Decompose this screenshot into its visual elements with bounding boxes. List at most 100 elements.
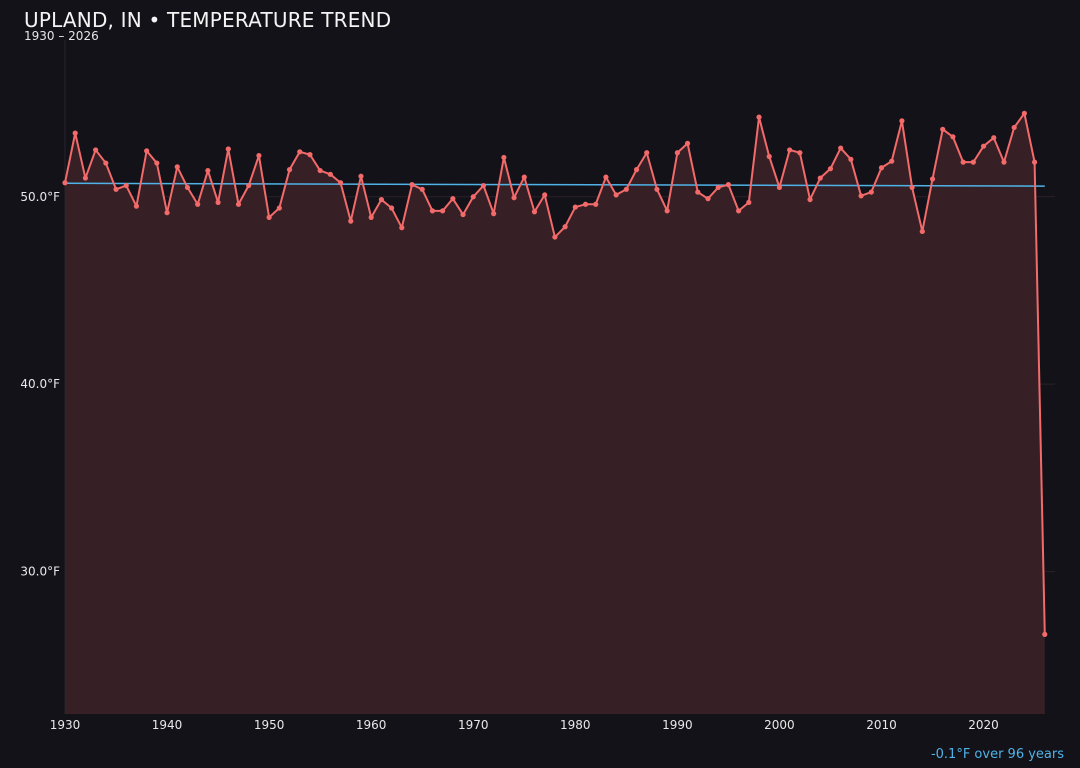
data-point <box>491 211 497 217</box>
data-point <box>358 173 364 179</box>
x-tick-label: 2010 <box>866 718 897 732</box>
data-point <box>531 209 538 215</box>
data-point <box>766 153 772 160</box>
data-point <box>940 126 946 132</box>
data-point <box>807 196 813 203</box>
data-point <box>174 164 180 170</box>
data-point <box>501 154 507 161</box>
data-point <box>776 184 783 191</box>
data-point <box>144 148 150 154</box>
x-tick-label: 1980 <box>560 718 591 732</box>
data-point <box>1021 110 1027 116</box>
data-point <box>684 140 691 146</box>
data-point <box>603 174 609 180</box>
data-point <box>440 208 446 214</box>
data-point <box>838 145 844 151</box>
data-point <box>572 204 578 210</box>
data-point <box>919 228 925 235</box>
data-point <box>858 193 864 199</box>
data-point <box>705 196 711 202</box>
data-point <box>327 171 333 177</box>
data-point <box>113 186 119 192</box>
data-point <box>756 114 762 120</box>
data-point <box>633 167 640 173</box>
x-tick-label: 1950 <box>254 718 285 732</box>
data-point <box>868 189 874 195</box>
data-point <box>409 182 415 188</box>
data-point <box>368 214 374 220</box>
trend-line <box>64 182 1045 187</box>
data-point <box>654 186 660 192</box>
data-point <box>388 205 395 211</box>
x-tick-label: 1930 <box>50 718 81 732</box>
data-point <box>980 143 987 149</box>
x-tick-label: 1970 <box>458 718 489 732</box>
data-point <box>82 175 89 181</box>
data-point <box>195 201 201 207</box>
data-point <box>970 159 976 165</box>
data-point <box>103 160 109 166</box>
data-point <box>511 195 517 201</box>
data-point <box>215 199 221 206</box>
data-point <box>644 150 650 156</box>
x-tick-label: 1960 <box>356 718 387 732</box>
x-tick-label: 1990 <box>662 718 693 732</box>
data-point <box>695 189 701 195</box>
data-point <box>725 182 732 188</box>
data-point <box>909 184 915 191</box>
data-point <box>93 147 99 153</box>
data-point <box>460 211 466 218</box>
data-point <box>797 150 803 156</box>
data-point <box>827 166 834 172</box>
data-point <box>960 159 966 165</box>
x-tick-label: 2000 <box>764 718 795 732</box>
data-point <box>348 218 354 224</box>
y-tick-label: 30.0°F <box>20 565 60 579</box>
data-point <box>899 118 905 124</box>
data-point <box>276 205 282 211</box>
data-point <box>542 192 548 198</box>
data-point <box>286 167 293 173</box>
data-point <box>225 146 231 152</box>
data-point <box>623 186 629 192</box>
data-point <box>133 203 140 209</box>
data-point <box>297 149 303 155</box>
data-point <box>664 208 670 214</box>
data-point <box>419 186 425 192</box>
data-point <box>399 225 405 231</box>
data-point <box>582 201 589 207</box>
data-point <box>746 199 752 206</box>
data-point <box>123 182 129 189</box>
data-point <box>256 152 262 159</box>
data-point <box>929 176 936 182</box>
data-point <box>593 201 599 207</box>
data-point <box>246 182 252 189</box>
data-point <box>450 196 456 202</box>
data-point <box>62 180 68 186</box>
data-point <box>552 234 558 240</box>
data-point <box>429 208 436 214</box>
data-point <box>307 152 313 158</box>
data-point <box>521 174 527 180</box>
data-point <box>1042 631 1048 637</box>
data-point <box>154 160 160 166</box>
data-point <box>736 208 742 214</box>
data-point <box>164 210 170 216</box>
chart-title: UPLAND, IN • TEMPERATURE TREND <box>24 8 392 32</box>
data-point <box>674 150 680 156</box>
data-point <box>1011 124 1017 131</box>
series-area-fill <box>65 113 1045 714</box>
y-tick-label: 40.0°F <box>20 377 60 391</box>
data-point <box>235 201 242 207</box>
y-tick-label: 50.0°F <box>20 190 60 204</box>
data-point <box>266 214 272 220</box>
data-point <box>184 184 191 191</box>
data-point <box>378 196 384 203</box>
data-point <box>205 167 211 174</box>
data-point <box>1031 159 1038 165</box>
data-point <box>317 167 323 174</box>
data-point <box>1001 159 1007 165</box>
chart-subtitle: 1930 – 2026 <box>24 29 99 43</box>
data-point <box>715 184 721 191</box>
